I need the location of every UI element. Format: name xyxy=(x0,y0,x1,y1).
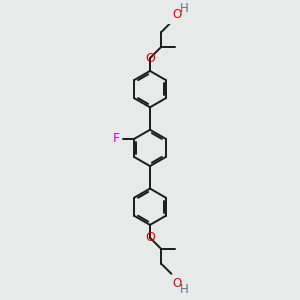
Text: H: H xyxy=(180,2,189,14)
Text: H: H xyxy=(180,283,189,296)
Text: O: O xyxy=(172,8,182,21)
Text: O: O xyxy=(172,277,182,290)
Text: O: O xyxy=(145,231,155,244)
Text: F: F xyxy=(113,132,120,145)
Text: O: O xyxy=(145,52,155,64)
